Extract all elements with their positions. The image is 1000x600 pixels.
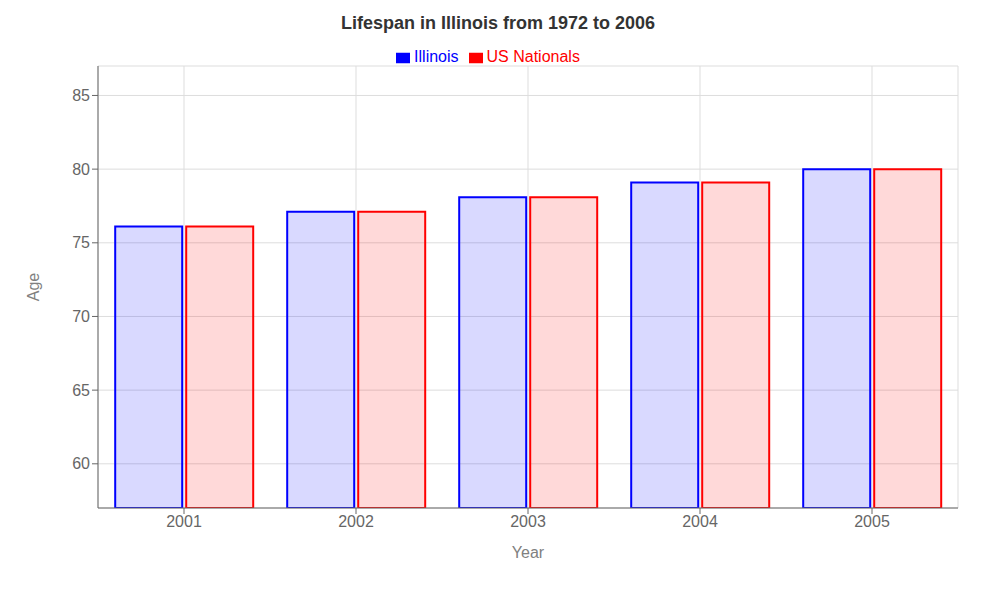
svg-text:80: 80 — [72, 161, 90, 178]
svg-text:2002: 2002 — [338, 513, 374, 530]
svg-text:2003: 2003 — [510, 513, 546, 530]
svg-text:65: 65 — [72, 382, 90, 399]
html-text:US Nationals: US Nationals — [486, 48, 580, 65]
svg-text:2005: 2005 — [854, 513, 890, 530]
svg-text:Age: Age — [25, 273, 42, 302]
svg-text:2001: 2001 — [166, 513, 202, 530]
html-text:Lifespan in Illinois from 1972: Lifespan in Illinois from 1972 to 2006 — [340, 13, 655, 33]
svg-text:85: 85 — [72, 87, 90, 104]
html-text:Illinois: Illinois — [414, 48, 459, 65]
svg-text:Year: Year — [512, 544, 545, 561]
svg-text:75: 75 — [72, 234, 90, 251]
svg-text:60: 60 — [72, 455, 90, 472]
svg-text:2004: 2004 — [682, 513, 718, 530]
svg-text:70: 70 — [72, 308, 90, 325]
